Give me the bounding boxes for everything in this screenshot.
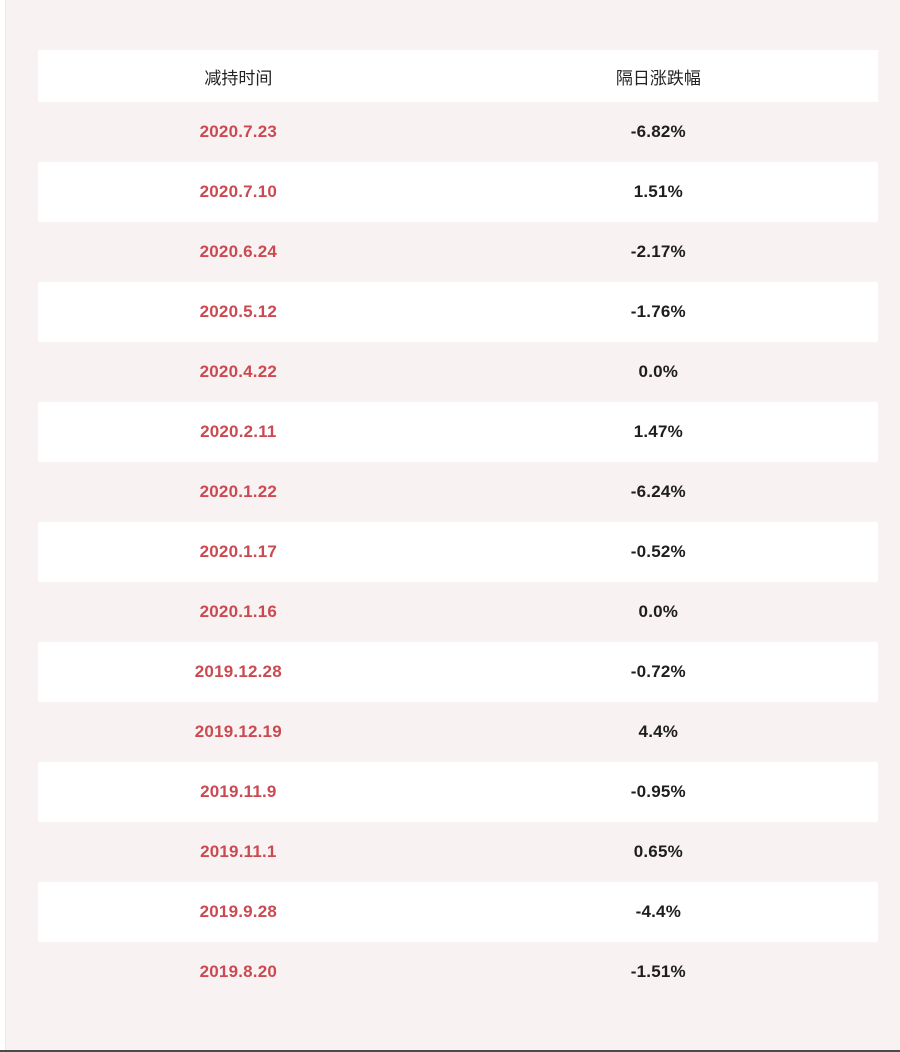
table-row: 2019.11.9 -0.95%: [38, 762, 878, 822]
reduction-date-cell: 2020.4.22: [199, 362, 278, 381]
reduction-date-cell: 2020.1.17: [199, 542, 278, 561]
next-day-change-cell: -6.82%: [630, 122, 686, 141]
next-day-change-cell: 0.65%: [633, 842, 683, 861]
next-day-change-cell: -4.4%: [635, 902, 682, 921]
next-day-change-cell: -0.72%: [630, 662, 686, 681]
next-day-change-cell: 0.0%: [638, 602, 679, 621]
table-row: 2019.12.19 4.4%: [38, 702, 878, 762]
reduction-date-cell: 2020.5.12: [199, 302, 278, 321]
table-row: 2020.7.23 -6.82%: [38, 102, 878, 162]
next-day-change-cell: 1.47%: [633, 422, 683, 441]
reduction-date-cell: 2019.9.28: [199, 902, 278, 921]
page-left-edge: [0, 0, 6, 1052]
table-row: 2019.8.20 -1.51%: [38, 942, 878, 1002]
reduction-date-cell: 2019.12.19: [194, 722, 282, 741]
table-row: 2019.11.1 0.65%: [38, 822, 878, 882]
table-row: 2020.1.16 0.0%: [38, 582, 878, 642]
reduction-date-cell: 2020.7.23: [199, 122, 278, 141]
table-row: 2020.2.11 1.47%: [38, 402, 878, 462]
table-row: 2020.6.24 -2.17%: [38, 222, 878, 282]
table-row: 2019.9.28 -4.4%: [38, 882, 878, 942]
reduction-date-cell: 2019.12.28: [194, 662, 282, 681]
reduction-date-cell: 2020.6.24: [199, 242, 278, 261]
table-row: 2020.5.12 -1.76%: [38, 282, 878, 342]
bottom-edge-bar: [0, 1050, 900, 1052]
table-row: 2019.12.28 -0.72%: [38, 642, 878, 702]
reduction-date-cell: 2019.11.9: [200, 782, 277, 801]
column-header-reduction-time: 减持时间: [204, 68, 273, 88]
reduction-date-cell: 2020.7.10: [199, 182, 278, 201]
next-day-change-cell: -2.17%: [630, 242, 686, 261]
next-day-change-cell: -0.52%: [630, 542, 686, 561]
table-row: 2020.1.22 -6.24%: [38, 462, 878, 522]
next-day-change-cell: 0.0%: [638, 362, 679, 381]
next-day-change-cell: -0.95%: [630, 782, 686, 801]
reduction-date-cell: 2020.1.16: [199, 602, 278, 621]
table-row: 2020.4.22 0.0%: [38, 342, 878, 402]
reduction-history-table: 减持时间 隔日涨跌幅 2020.7.23 -6.82% 2020.7.10 1.51%…: [38, 50, 878, 1002]
next-day-change-cell: -1.76%: [630, 302, 686, 321]
reduction-date-cell: 2019.8.20: [199, 962, 278, 981]
reduction-date-cell: 2020.1.22: [199, 482, 278, 501]
table-body: 2020.7.23 -6.82% 2020.7.10 1.51% 2020.6.24 -2…: [38, 102, 878, 1002]
table-row: 2020.1.17 -0.52%: [38, 522, 878, 582]
column-header-next-day-change: 隔日涨跌幅: [615, 68, 701, 88]
table-row: 2020.7.10 1.51%: [38, 162, 878, 222]
next-day-change-cell: 1.51%: [633, 182, 683, 201]
table-header-row: 减持时间 隔日涨跌幅: [38, 50, 878, 102]
next-day-change-cell: -6.24%: [630, 482, 686, 501]
next-day-change-cell: -1.51%: [630, 962, 686, 981]
reduction-date-cell: 2020.2.11: [200, 422, 277, 441]
reduction-date-cell: 2019.11.1: [200, 842, 277, 861]
next-day-change-cell: 4.4%: [638, 722, 679, 741]
